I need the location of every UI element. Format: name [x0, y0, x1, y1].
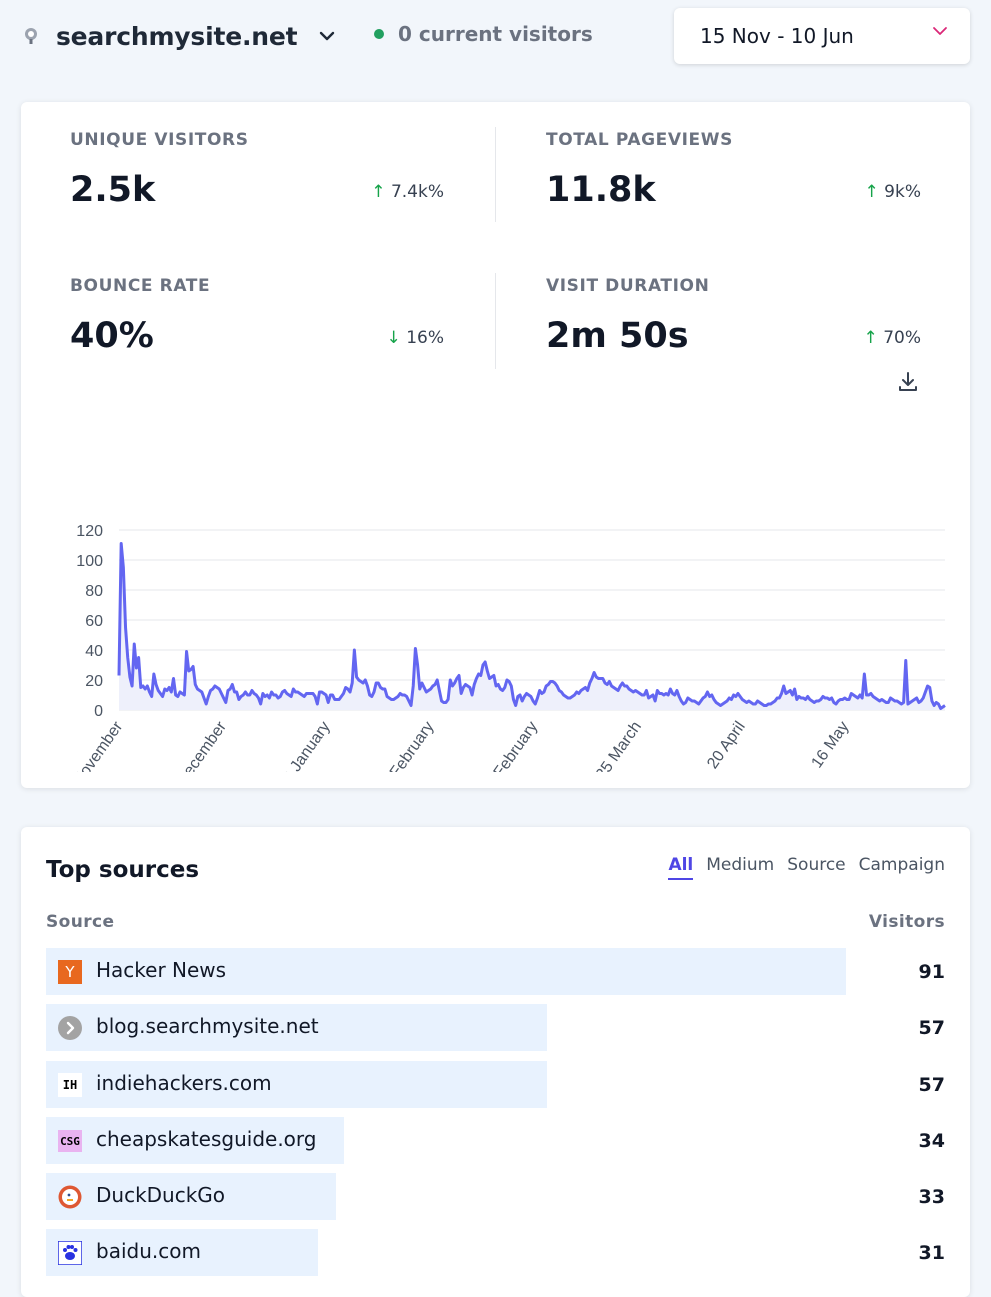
x-tick-label: 27 February	[478, 719, 541, 772]
link-icon	[58, 1016, 82, 1040]
source-bar	[46, 1004, 547, 1051]
stat-visit-duration[interactable]: VISIT DURATION 2m 50s ↑ 70%	[546, 276, 921, 356]
indiehackers-icon: IH	[58, 1073, 82, 1097]
source-row[interactable]: IH indiehackers.com 57	[46, 1061, 945, 1108]
main-graph-card: UNIQUE VISITORS 2.5k ↑ 7.4k% TOTAL PAGEV…	[21, 102, 970, 788]
y-tick-label: 120	[76, 523, 103, 540]
arrow-up-icon: ↑	[863, 328, 878, 348]
visitors-chart: 0 20 40 60 80 100 120 15 November 11 December 6 J…	[57, 523, 946, 772]
live-dot-icon	[374, 29, 384, 39]
x-tick-label: 15 November	[57, 718, 126, 772]
source-bar	[46, 948, 846, 995]
chevron-down-icon[interactable]	[317, 26, 337, 46]
site-switcher[interactable]: searchmysite.net	[22, 18, 337, 54]
stat-unique-visitors[interactable]: UNIQUE VISITORS 2.5k ↑ 7.4k%	[70, 130, 444, 210]
x-tick-label: 20 April	[704, 719, 749, 772]
period-picker[interactable]: 15 Nov - 10 Jun	[674, 8, 970, 64]
source-name: indiehackers.com	[96, 1071, 272, 1095]
y-tick-label: 20	[85, 673, 103, 690]
arrow-up-icon: ↑	[864, 182, 879, 202]
column-header-source: Source	[46, 912, 115, 932]
source-name: baidu.com	[96, 1239, 201, 1263]
source-row[interactable]: CSG cheapskatesguide.org 34	[46, 1117, 945, 1164]
y-tick-label: 60	[85, 613, 103, 630]
source-name: blog.searchmysite.net	[96, 1014, 319, 1038]
stat-change: ↓ 16%	[386, 328, 444, 348]
source-visitors: 31	[918, 1242, 945, 1264]
source-bar	[46, 1117, 344, 1164]
y-tick-label: 0	[94, 703, 103, 720]
duckduckgo-icon	[58, 1185, 82, 1209]
source-row[interactable]: DuckDuckGo 33	[46, 1173, 945, 1220]
tab-source[interactable]: Source	[787, 855, 846, 875]
period-label: 15 Nov - 10 Jun	[700, 24, 854, 48]
site-name: searchmysite.net	[56, 21, 298, 51]
current-visitors[interactable]: 0 current visitors	[374, 22, 593, 46]
chevron-down-icon	[933, 27, 947, 35]
stat-value: 2m 50s	[546, 316, 689, 356]
y-tick-label: 100	[76, 553, 103, 570]
tab-medium[interactable]: Medium	[706, 855, 775, 875]
stat-label: UNIQUE VISITORS	[70, 130, 249, 150]
x-tick-label: 6 January	[280, 719, 334, 772]
source-visitors: 57	[918, 1074, 945, 1096]
y-tick-label: 80	[85, 583, 103, 600]
source-visitors: 91	[918, 961, 945, 983]
stat-label: BOUNCE RATE	[70, 276, 211, 296]
y-tick-label: 40	[85, 643, 103, 660]
visitors-line	[117, 542, 946, 710]
source-visitors: 33	[918, 1186, 945, 1208]
column-header-visitors: Visitors	[868, 912, 945, 932]
stat-value: 11.8k	[546, 170, 656, 210]
tab-all[interactable]: All	[668, 855, 694, 880]
stat-value: 2.5k	[70, 170, 156, 210]
source-bar	[46, 1229, 318, 1276]
x-tick-label: 25 March	[593, 719, 645, 772]
source-tabs: All Medium Source Campaign	[668, 855, 945, 880]
tab-campaign[interactable]: Campaign	[858, 855, 945, 875]
divider	[495, 273, 496, 369]
stat-label: VISIT DURATION	[546, 276, 710, 296]
source-visitors: 34	[918, 1130, 945, 1152]
source-row[interactable]: blog.searchmysite.net 57	[46, 1004, 945, 1051]
stat-total-pageviews[interactable]: TOTAL PAGEVIEWS 11.8k ↑ 9k%	[546, 130, 921, 210]
baidu-icon	[58, 1241, 82, 1265]
source-row[interactable]: baidu.com 31	[46, 1229, 945, 1276]
visitors-area	[119, 543, 945, 710]
top-sources-card: Top sources All Medium Source Campaign S…	[21, 827, 970, 1297]
stat-change: ↑ 70%	[863, 328, 921, 348]
site-favicon-icon	[22, 27, 40, 45]
source-name: cheapskatesguide.org	[96, 1127, 317, 1151]
divider	[495, 127, 496, 222]
hacker-news-icon: Y	[58, 960, 82, 984]
stat-change: ↑ 7.4k%	[371, 182, 444, 202]
arrow-up-icon: ↑	[371, 182, 386, 202]
card-title: Top sources	[46, 857, 200, 883]
source-bar	[46, 1173, 336, 1220]
stat-value: 40%	[70, 316, 154, 356]
current-visitors-label: 0 current visitors	[398, 22, 593, 46]
source-name: DuckDuckGo	[96, 1183, 226, 1207]
csg-icon: CSG	[58, 1129, 82, 1153]
arrow-down-icon: ↓	[386, 328, 401, 348]
source-name: Hacker News	[96, 958, 227, 982]
download-icon[interactable]	[896, 370, 920, 394]
x-tick-label: 11 December	[162, 718, 231, 772]
x-tick-label: 1 February	[379, 719, 437, 772]
source-row[interactable]: Y Hacker News 91	[46, 948, 945, 995]
stat-label: TOTAL PAGEVIEWS	[546, 130, 733, 150]
stat-bounce-rate[interactable]: BOUNCE RATE 40% ↓ 16%	[70, 276, 444, 356]
x-tick-label: 16 May	[808, 719, 852, 772]
source-visitors: 57	[918, 1017, 945, 1039]
stat-change: ↑ 9k%	[864, 182, 921, 202]
source-bar	[46, 1061, 547, 1108]
